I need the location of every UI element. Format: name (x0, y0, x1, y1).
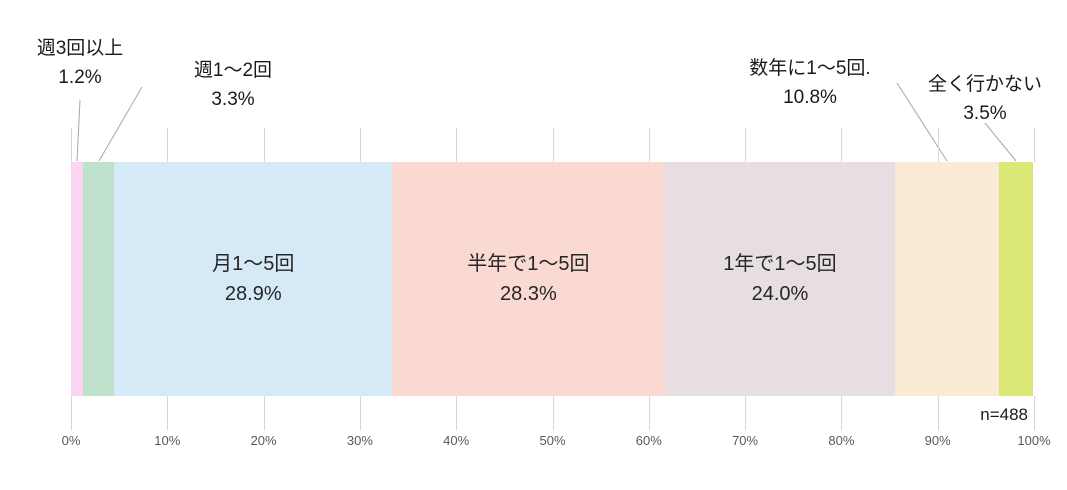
segment-value: 28.3% (500, 283, 557, 305)
gridline-tick (456, 128, 458, 162)
callout-category: 週1〜2回 (193, 60, 273, 81)
gridline-tick (359, 128, 361, 162)
gridline-tick (648, 396, 650, 430)
gridline-tick (263, 128, 265, 162)
bar-segment-2 (82, 162, 115, 396)
gridline-tick (937, 396, 939, 430)
stacked-bar: 月1〜5回 28.9% 半年で1〜5回 28.3% 1年で1〜5回 24.0% (71, 162, 1033, 396)
x-axis-tick-label: 0% (61, 433, 81, 448)
gridline-tick (71, 396, 72, 430)
gridline-tick (1034, 128, 1035, 162)
bar-segment-1 (71, 162, 83, 396)
gridline-tick (841, 128, 843, 162)
callout-label-week1to2: 週1〜2回 3.3% (158, 56, 308, 115)
segment-category: 半年で1〜5回 (467, 253, 590, 275)
bar-segment-3: 月1〜5回 28.9% (114, 162, 393, 396)
bar-segment-7 (999, 162, 1033, 396)
gridline-tick (937, 128, 939, 162)
segment-inline-label: 半年で1〜5回 28.3% (467, 249, 589, 309)
gridline-tick (359, 396, 361, 430)
sample-size-label: n=488 (980, 405, 1028, 424)
gridline-tick (167, 396, 169, 430)
callout-label-every-few-years: 数年に1〜5回. 10.8% (715, 54, 905, 113)
callout-value: 1.2% (58, 67, 102, 89)
segment-category: 1年で1〜5回 (723, 253, 837, 275)
callout-category: 全く行かない (927, 74, 1042, 95)
gridline-ticks-top (71, 128, 1035, 162)
x-axis-tick-labels: 0% 10% 20% 30% 40% 50% 60% 70% 80% 90% 100% (62, 433, 1051, 453)
bar-segment-4: 半年で1〜5回 28.3% (392, 162, 665, 396)
x-axis-tick-label: 30% (346, 433, 373, 448)
x-axis-tick-label: 100% (1017, 433, 1051, 448)
bar-segment-5: 1年で1〜5回 24.0% (664, 162, 896, 396)
callout-category: 数年に1〜5回. (749, 58, 871, 79)
gridline-tick (71, 128, 72, 162)
callout-label-never: 全く行かない 3.5% (905, 70, 1065, 129)
x-axis-tick-label: 10% (154, 433, 181, 448)
gridline-tick (745, 128, 747, 162)
segment-category: 月1〜5回 (212, 253, 295, 275)
callout-value: 10.8% (783, 87, 837, 109)
segment-inline-label: 月1〜5回 28.9% (212, 249, 294, 309)
x-axis-tick-label: 70% (732, 433, 759, 448)
callout-category: 週3回以上 (36, 38, 124, 59)
gridline-tick (648, 128, 650, 162)
callout-label-week3plus: 週3回以上 1.2% (5, 34, 155, 93)
callout-value: 3.3% (211, 89, 255, 111)
callout-value: 3.5% (963, 103, 1007, 125)
segment-value: 28.9% (224, 283, 282, 305)
leader-line-week1to2 (98, 86, 143, 162)
x-axis-tick-label: 60% (635, 433, 662, 448)
gridline-tick (552, 128, 554, 162)
x-axis-tick-label: 20% (250, 433, 277, 448)
gridline-ticks-bottom (71, 396, 1035, 430)
x-axis-tick-label: 40% (443, 433, 470, 448)
gridline-tick (841, 396, 843, 430)
segment-value: 24.0% (751, 283, 809, 305)
gridline-tick (1034, 396, 1035, 430)
bar-segment-6 (895, 162, 1000, 396)
gridline-tick (745, 396, 747, 430)
gridline-tick (263, 396, 265, 430)
gridline-tick (456, 396, 458, 430)
leader-line-week3plus (76, 99, 81, 162)
x-axis-tick-label: 50% (539, 433, 566, 448)
x-axis-tick-label: 80% (828, 433, 855, 448)
segment-inline-label: 1年で1〜5回 24.0% (723, 249, 836, 309)
gridline-tick (552, 396, 554, 430)
x-axis-tick-label: 90% (924, 433, 951, 448)
gridline-tick (167, 128, 169, 162)
